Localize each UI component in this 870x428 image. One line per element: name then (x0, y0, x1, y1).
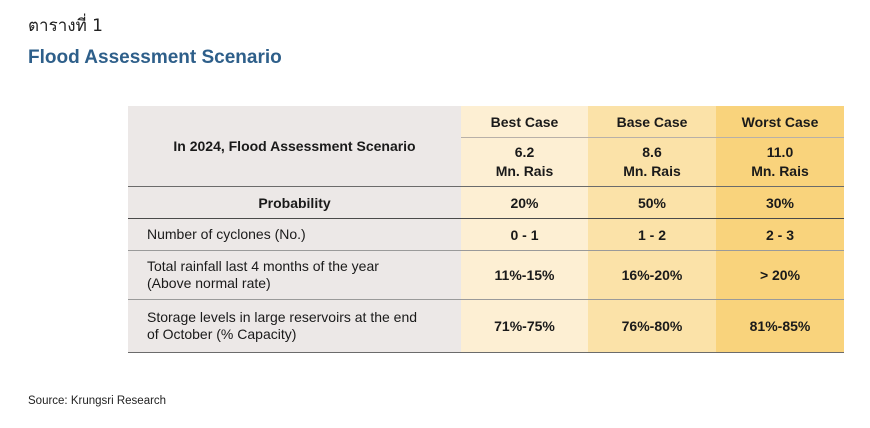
table-row: Number of cyclones (No.) 0 - 1 1 - 2 2 -… (128, 218, 844, 251)
table-cell: 20% (461, 186, 588, 219)
table-row: Probability 20% 50% 30% (128, 186, 844, 219)
best-case-area-unit: Mn. Rais (495, 163, 554, 179)
scenario-heading: In 2024, Flood Assessment Scenario (128, 106, 461, 187)
row-label-line: Storage levels in large reservoirs at th… (147, 309, 418, 325)
table-row: Storage levels in large reservoirs at th… (128, 299, 844, 353)
table-cell: 11%-15% (461, 250, 588, 300)
table-cell: 0 - 1 (461, 218, 588, 251)
base-case-area-value: 8.6 (642, 144, 662, 160)
table-cell: 16%-20% (588, 250, 716, 300)
best-case-area-value: 6.2 (514, 144, 535, 160)
row-label-rainfall: Total rainfall last 4 months of the year… (128, 250, 461, 300)
flood-area-row: 6.2 Mn. Rais 8.6 Mn. Rais 11.0 Mn. Rais (128, 137, 844, 187)
worst-case-header: Worst Case (716, 106, 844, 138)
table-cell: 76%-80% (588, 299, 716, 353)
table-header-row: In 2024, Flood Assessment Scenario Best … (128, 106, 844, 187)
table-cell: 81%-85% (716, 299, 844, 353)
table-row: Total rainfall last 4 months of the year… (128, 250, 844, 300)
row-label-line: of October (% Capacity) (147, 326, 297, 342)
table-cell: > 20% (716, 250, 844, 300)
base-case-area: 8.6 Mn. Rais (588, 137, 716, 187)
best-case-area: 6.2 Mn. Rais (461, 137, 588, 187)
page-title: Flood Assessment Scenario (28, 47, 282, 68)
row-label-line: (Above normal rate) (147, 275, 271, 291)
table-cell: 30% (716, 186, 844, 219)
base-case-header: Base Case (588, 106, 716, 138)
worst-case-area-value: 11.0 (766, 144, 794, 160)
row-label-line: Total rainfall last 4 months of the year (147, 258, 379, 274)
worst-case-area-unit: Mn. Rais (751, 163, 809, 179)
base-case-area-unit: Mn. Rais (623, 163, 681, 179)
table-cell: 50% (588, 186, 716, 219)
row-label-cyclones: Number of cyclones (No.) (128, 218, 461, 251)
table-number-label: ตารางที่ 1 (28, 16, 103, 36)
source-note: Source: Krungsri Research (28, 395, 167, 407)
row-label-probability: Probability (128, 186, 461, 219)
best-case-header: Best Case (461, 106, 588, 138)
scenario-table: In 2024, Flood Assessment Scenario Best … (128, 106, 844, 353)
worst-case-area: 11.0 Mn. Rais (716, 137, 844, 187)
table-cell: 2 - 3 (716, 218, 844, 251)
table-cell: 1 - 2 (588, 218, 716, 251)
table-cell: 71%-75% (461, 299, 588, 353)
row-label-storage: Storage levels in large reservoirs at th… (128, 299, 461, 353)
